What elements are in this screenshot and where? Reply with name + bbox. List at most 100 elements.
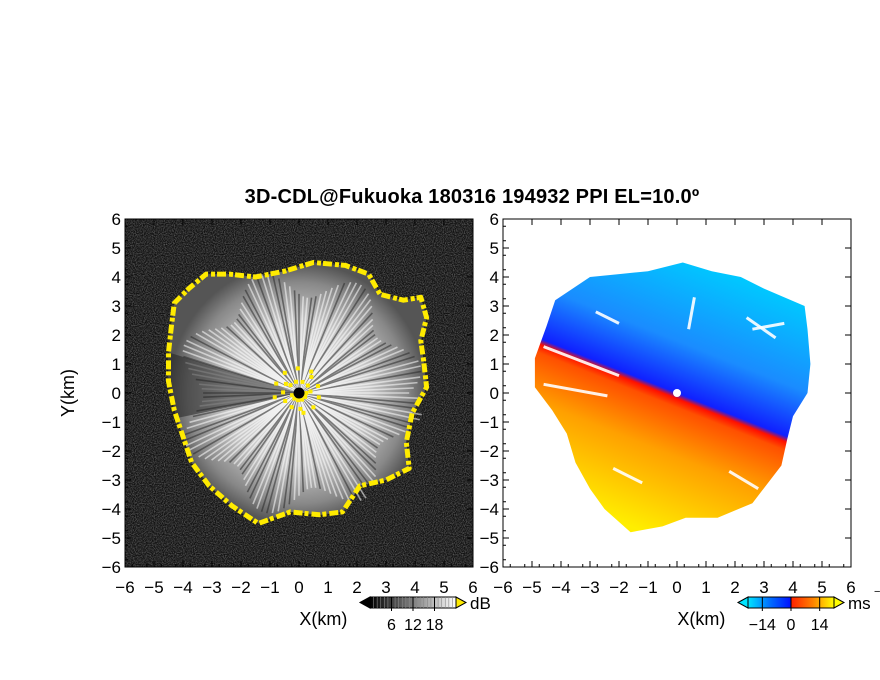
- y-tick-label: −4: [480, 500, 499, 519]
- gap: [728, 470, 759, 490]
- x-tick-label: 6: [846, 578, 855, 597]
- streak: [198, 392, 300, 458]
- streak: [189, 392, 300, 424]
- gap: [612, 467, 643, 485]
- x-tick-label: −6: [115, 578, 134, 597]
- streak: [298, 392, 374, 490]
- streak: [298, 392, 351, 502]
- streak: [298, 392, 344, 500]
- streak: [183, 355, 300, 394]
- streak: [185, 392, 300, 447]
- x-tick-label: −1: [638, 578, 657, 597]
- colorbar-tick-label: −14: [749, 617, 776, 634]
- streak: [266, 392, 300, 514]
- streak: [298, 365, 421, 394]
- streak: [277, 392, 300, 512]
- streak: [260, 274, 300, 394]
- x-tick-label: −4: [551, 578, 570, 597]
- colorbar-under-arrow: [736, 596, 749, 609]
- y-tick-label: −1: [102, 413, 121, 432]
- center-speck: [301, 410, 306, 415]
- center-speck: [288, 383, 293, 388]
- center-speck: [316, 384, 321, 389]
- x-tick-label: 1: [323, 578, 332, 597]
- center-speck: [295, 366, 300, 371]
- center-speck: [293, 379, 298, 384]
- y-tick-label: −3: [480, 471, 499, 490]
- streak: [195, 332, 300, 394]
- panel-right: −6 6 −5 5 −4 4 −3 3 −2 2 −1 1 0 0 1 −1 2 −2 3 −3 4 −4 5 −5 6 −6 X(…: [480, 210, 880, 634]
- y-tick-label: −6: [480, 558, 499, 577]
- x-tick-label: −5: [144, 578, 163, 597]
- streak: [283, 282, 300, 394]
- streak: [298, 392, 421, 405]
- gap: [752, 321, 785, 331]
- gap: [687, 297, 696, 330]
- colorbar-under-arrow: [358, 596, 371, 609]
- streak: [298, 392, 338, 497]
- y-tick-label: −5: [480, 529, 499, 548]
- streak: [246, 392, 300, 493]
- streak: [298, 282, 346, 394]
- y-tick-label: 0: [490, 384, 499, 403]
- center-speck: [296, 398, 301, 403]
- streak: [298, 387, 414, 394]
- y-tick-label: 1: [112, 355, 121, 374]
- streak: [278, 278, 300, 394]
- colorbar-unit: dB: [470, 594, 491, 613]
- streak: [204, 392, 300, 460]
- colorbar-over-arrow: [833, 596, 846, 609]
- y-tick-label: 1: [490, 355, 499, 374]
- x-tick-label: 4: [788, 578, 797, 597]
- colorbar: 6 12 18 dB: [358, 594, 491, 634]
- center-speck: [292, 396, 297, 401]
- x-tick-label: 2: [352, 578, 361, 597]
- streak: [251, 279, 300, 394]
- x-tick-label: 3: [381, 578, 390, 597]
- colorbar-tick-label: 18: [426, 617, 444, 634]
- streak: [255, 275, 300, 394]
- x-tick-label: 3: [759, 578, 768, 597]
- x-axis-label: X(km): [677, 609, 725, 629]
- streak: [192, 392, 300, 455]
- center-speck: [272, 395, 277, 400]
- streak: [244, 289, 300, 394]
- streak: [298, 376, 421, 394]
- streak: [201, 330, 300, 394]
- center-speck: [309, 374, 314, 379]
- y-tick-label: −2: [102, 442, 121, 461]
- streak: [298, 392, 367, 499]
- x-tick-label: −5: [522, 578, 541, 597]
- x-tick-label: 0: [672, 578, 681, 597]
- x-tick-label: −3: [580, 578, 599, 597]
- y-tick-label: 2: [112, 326, 121, 345]
- center-speck: [290, 393, 295, 398]
- streak: [184, 392, 300, 436]
- streak: [211, 392, 300, 461]
- streak: [283, 392, 300, 509]
- x-tick-label: 0: [294, 578, 303, 597]
- y-tick-label: 4: [112, 268, 121, 287]
- colorbar: −14 0 14 ms−1: [736, 586, 880, 634]
- streak: [298, 284, 340, 394]
- x-tick-label: −4: [173, 578, 192, 597]
- panel-left: −6 6 −5 5 −4 4 −3 3 −2 2 −1 1 0 0 1 −1 2 −2 3 −3 4 −4 5 −5 6 −6 X(…: [58, 210, 491, 634]
- y-tick-label: −2: [480, 442, 499, 461]
- radar-site: [673, 389, 681, 397]
- streak: [298, 392, 357, 502]
- streak: [256, 392, 300, 509]
- streak: [260, 392, 300, 512]
- center-speck: [282, 370, 287, 375]
- center-speck: [289, 405, 294, 410]
- y-tick-label: 5: [112, 239, 121, 258]
- y-tick-label: 6: [490, 210, 499, 229]
- y-tick-label: −4: [102, 500, 121, 519]
- center-speck: [311, 405, 316, 410]
- echo-region: [534, 262, 811, 533]
- y-tick-label: 6: [112, 210, 121, 229]
- y-tick-label: 3: [112, 297, 121, 316]
- colorbar-tick-label: 12: [404, 617, 422, 634]
- center-speck: [274, 381, 279, 386]
- center-speck: [304, 391, 309, 395]
